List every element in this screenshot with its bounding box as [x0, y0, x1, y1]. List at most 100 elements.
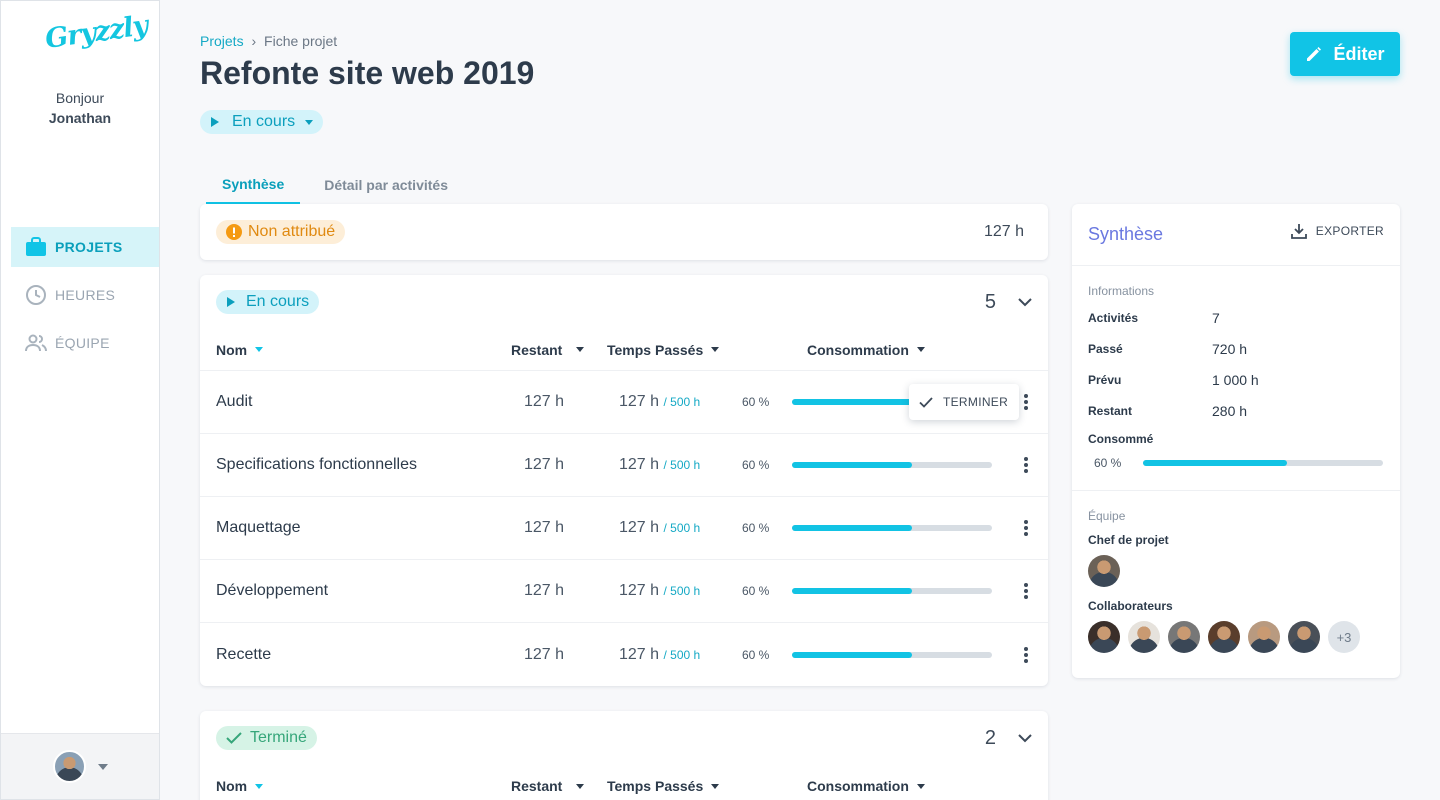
play-icon	[227, 297, 235, 307]
column-spent[interactable]: Temps Passés	[607, 778, 720, 794]
more-collaborators-badge[interactable]: +3	[1328, 621, 1360, 653]
count-value: 2	[984, 726, 996, 749]
more-vertical-icon[interactable]	[1024, 583, 1028, 599]
activity-name: Maquettage	[216, 519, 301, 536]
collaborator-avatar[interactable]	[1248, 621, 1280, 653]
spent-hours: 127 h / 500 h	[619, 646, 700, 664]
nav-item-projets[interactable]: PROJETS	[11, 227, 159, 267]
consumed-pct: 60 %	[1094, 456, 1122, 470]
nav-item-heures[interactable]: HEURES	[11, 275, 159, 315]
more-vertical-icon[interactable]	[1024, 457, 1028, 473]
spent-value: 127 h	[619, 582, 660, 599]
edit-label: Éditer	[1333, 43, 1385, 64]
group-count: 5	[985, 291, 1032, 314]
info-row: Passé 720 h	[1088, 333, 1384, 364]
remaining-hours: 127 h	[524, 456, 565, 473]
manager-avatar[interactable]	[1088, 555, 1120, 587]
breadcrumb-projets-link[interactable]: Projets	[200, 33, 244, 49]
sort-icon	[916, 347, 925, 352]
export-label: EXPORTER	[1315, 223, 1384, 238]
consumption-pct: 60 %	[742, 647, 770, 662]
export-button[interactable]: EXPORTER	[1290, 222, 1384, 240]
table-row[interactable]: Maquettage 127 h 127 h / 500 h 60 %	[200, 497, 1048, 560]
nav-label: HEURES	[55, 287, 116, 303]
more-vertical-icon[interactable]	[1024, 520, 1028, 536]
more-vertical-icon[interactable]	[1024, 394, 1028, 410]
planned-hours: / 500 h	[663, 584, 701, 598]
more-vertical-icon[interactable]	[1024, 646, 1028, 663]
in-progress-card: En cours 5 Nom Restant Temps Passés Cons…	[200, 275, 1048, 686]
info-row: Activités 7	[1088, 302, 1384, 333]
status-badge: En cours	[216, 290, 320, 314]
column-consumption[interactable]: Consommation	[807, 778, 925, 794]
briefcase-icon	[26, 237, 46, 256]
chevron-down-icon[interactable]	[97, 763, 108, 770]
people-icon	[25, 334, 47, 352]
table-header: Nom Restant Temps Passés Consommation	[200, 765, 1048, 800]
collaborator-avatar[interactable]	[1208, 621, 1240, 653]
remaining-hours: 127 h	[524, 582, 565, 599]
consumption-pct: 60 %	[742, 584, 770, 598]
terminate-popover[interactable]: TERMINER	[909, 384, 1019, 420]
unassigned-card[interactable]: Non attribué 127 h	[200, 204, 1048, 260]
sidebar: Gryzzly Bonjour Jonathan PROJETS HEURES …	[0, 0, 160, 800]
info-value: 280 h	[1212, 402, 1248, 419]
info-key: Activités	[1088, 310, 1139, 325]
consumption-pct: 60 %	[742, 458, 770, 472]
column-remaining[interactable]: Restant	[511, 778, 585, 794]
download-icon	[1290, 223, 1307, 239]
breadcrumb: Projets › Fiche projet	[200, 33, 337, 49]
planned-hours: / 500 h	[663, 521, 701, 535]
status-label: En cours	[232, 113, 296, 130]
tab-synthese[interactable]: Synthèse	[206, 166, 301, 204]
spent-hours: 127 h / 500 h	[619, 393, 700, 411]
remaining-hours: 127 h	[524, 645, 565, 663]
chevron-down-icon[interactable]	[1018, 733, 1032, 743]
nav-label: PROJETS	[55, 239, 123, 255]
column-spent[interactable]: Temps Passés	[607, 342, 720, 358]
edit-button[interactable]: Éditer	[1290, 32, 1400, 76]
status-badge: Non attribué	[216, 220, 346, 244]
panel-title: Synthèse	[1088, 224, 1164, 244]
planned-hours: / 500 h	[663, 647, 701, 662]
column-consumption[interactable]: Consommation	[807, 342, 925, 358]
nav-label: ÉQUIPE	[55, 335, 110, 351]
column-remaining[interactable]: Restant	[511, 342, 585, 358]
info-key: Restant	[1088, 403, 1133, 418]
activity-name: Recette	[216, 645, 272, 663]
count-value: 5	[984, 290, 996, 313]
warning-icon	[226, 224, 242, 240]
breadcrumb-current: Fiche projet	[264, 33, 338, 49]
planned-hours: / 500 h	[663, 458, 701, 472]
info-value: 7	[1212, 309, 1220, 326]
nav-item-equipe[interactable]: ÉQUIPE	[11, 323, 159, 363]
activity-name: Développement	[216, 582, 329, 599]
sort-icon	[711, 347, 720, 352]
column-name[interactable]: Nom	[216, 778, 264, 794]
chevron-down-icon[interactable]	[1018, 297, 1032, 307]
collaborator-avatar[interactable]	[1288, 621, 1320, 653]
progress-fill	[792, 525, 912, 531]
table-row[interactable]: Recette 127 h 127 h / 500 h 60 %	[200, 623, 1048, 686]
collaborator-avatar[interactable]	[1168, 621, 1200, 653]
check-icon	[226, 732, 242, 744]
table-row[interactable]: Audit 127 h 127 h / 500 h 60 % TERMINER	[200, 371, 1048, 434]
progress-bar	[792, 399, 992, 405]
table-row[interactable]: Specifications fonctionnelles 127 h 127 h …	[200, 434, 1048, 497]
greeting: Bonjour Jonathan	[1, 90, 159, 126]
remaining-hours: 127 h	[524, 393, 565, 410]
user-avatar[interactable]	[52, 750, 86, 783]
collaborator-avatar[interactable]	[1128, 621, 1160, 653]
status-dropdown[interactable]: En cours	[200, 110, 324, 134]
done-card: Terminé 2 Nom Restant Temps Passés Conso…	[200, 711, 1048, 800]
table-row[interactable]: Développement 127 h 127 h / 500 h 60 %	[200, 560, 1048, 623]
logo[interactable]: Gryzzly	[43, 10, 150, 55]
column-name[interactable]: Nom	[216, 342, 264, 358]
collaborator-avatar[interactable]	[1088, 621, 1120, 653]
planned-hours: / 500 h	[663, 395, 701, 409]
user-menu[interactable]	[1, 733, 159, 799]
progress-bar	[792, 651, 992, 658]
tab-detail-activites[interactable]: Détail par activités	[324, 177, 448, 193]
page-title: Refonte site web 2019	[200, 55, 535, 91]
clock-icon	[26, 285, 46, 305]
